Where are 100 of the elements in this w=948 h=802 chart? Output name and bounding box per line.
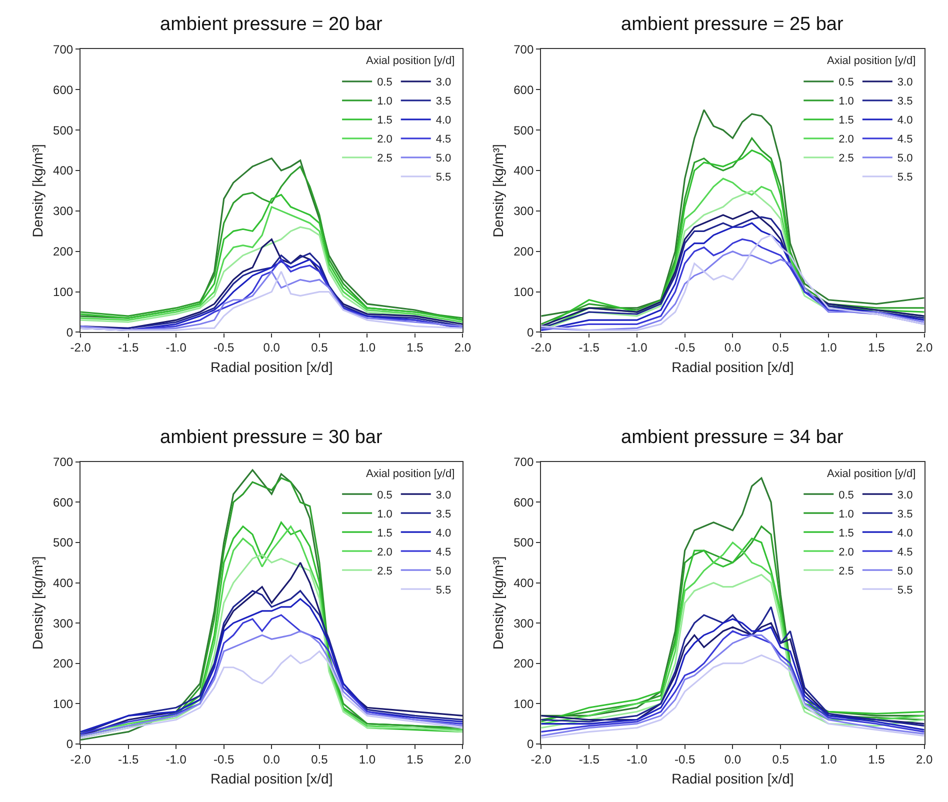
y-tick-label: 200 xyxy=(53,244,74,259)
y-tick-label: 100 xyxy=(53,285,74,299)
line-series xyxy=(80,650,463,739)
y-tick-label: 0 xyxy=(526,737,534,752)
legend-label: 0.5 xyxy=(377,76,392,89)
legend-label: 2.0 xyxy=(838,546,854,558)
x-tick-label: 1.5 xyxy=(868,340,886,355)
y-tick-label: 600 xyxy=(53,82,74,97)
x-tick-label: 0.0 xyxy=(724,340,742,355)
y-tick-label: 400 xyxy=(53,164,74,178)
legend-label: 3.5 xyxy=(436,508,452,520)
x-tick-label: -0.5 xyxy=(674,340,696,355)
x-tick-label: 1.0 xyxy=(358,340,376,355)
x-tick-label: -2.0 xyxy=(70,340,92,355)
x-tick-label: -2.0 xyxy=(530,340,552,355)
y-axis-title: Density [kg/m³] xyxy=(30,556,46,650)
legend-label: 3.5 xyxy=(436,96,452,108)
x-tick-label: -1.0 xyxy=(626,340,648,355)
legend-title: Axial position [y/d] xyxy=(827,55,916,67)
x-tick-label: 0.0 xyxy=(263,752,280,766)
x-tick-label: -1.5 xyxy=(578,752,600,766)
y-tick-label: 500 xyxy=(53,123,74,138)
x-tick-label: 1.5 xyxy=(406,340,424,355)
legend-label: 1.0 xyxy=(838,508,854,520)
legend-label: 0.5 xyxy=(838,489,854,502)
chart-title: ambient pressure = 30 bar xyxy=(160,427,383,448)
legend-label: 5.0 xyxy=(436,565,452,578)
x-tick-label: 2.0 xyxy=(916,340,933,355)
y-tick-label: 200 xyxy=(514,656,534,671)
legend-label: 2.0 xyxy=(838,134,854,146)
legend-label: 4.0 xyxy=(436,114,452,127)
legend-label: 2.5 xyxy=(377,152,392,165)
y-tick-label: 0 xyxy=(66,325,74,340)
legend-label: 4.5 xyxy=(897,134,913,146)
legend-title: Axial position [y/d] xyxy=(827,468,916,480)
x-tick-label: 0.5 xyxy=(311,752,328,766)
legend-label: 4.5 xyxy=(436,134,452,146)
x-axis-title: Radial position [x/d] xyxy=(210,359,333,376)
y-axis-title: Density [kg/m³] xyxy=(490,144,506,238)
y-tick-label: 300 xyxy=(53,204,74,218)
legend-label: 2.5 xyxy=(377,565,392,578)
x-tick-label: -0.5 xyxy=(674,752,696,766)
chart-title: ambient pressure = 25 bar xyxy=(621,14,844,35)
legend-label: 3.0 xyxy=(897,76,913,89)
y-tick-label: 600 xyxy=(514,495,534,510)
x-axis-title: Radial position [x/d] xyxy=(210,770,333,787)
legend-label: 1.5 xyxy=(838,527,854,540)
x-tick-label: -1.5 xyxy=(118,340,139,355)
legend-label: 5.0 xyxy=(897,565,913,578)
legend-label: 1.0 xyxy=(838,96,854,108)
x-tick-label: 0.5 xyxy=(772,752,790,766)
legend-label: 2.0 xyxy=(377,134,392,146)
legend-label: 5.0 xyxy=(436,152,452,165)
line-series xyxy=(541,654,924,739)
y-tick-label: 700 xyxy=(53,42,74,56)
legend-label: 1.5 xyxy=(377,527,392,540)
y-tick-label: 500 xyxy=(514,536,534,550)
legend-label: 4.5 xyxy=(897,546,913,558)
legend-label: 5.5 xyxy=(897,584,913,596)
x-tick-label: 2.0 xyxy=(454,340,472,355)
x-tick-label: 2.0 xyxy=(454,752,472,766)
y-tick-label: 400 xyxy=(53,576,74,590)
x-tick-label: 2.0 xyxy=(916,752,933,766)
y-tick-label: 300 xyxy=(514,204,534,218)
x-tick-label: -1.0 xyxy=(166,340,187,355)
legend-label: 3.0 xyxy=(436,489,452,502)
y-tick-label: 100 xyxy=(53,696,74,711)
y-tick-label: 500 xyxy=(53,536,74,550)
x-tick-label: 0.5 xyxy=(772,340,790,355)
x-tick-label: 1.5 xyxy=(406,752,424,766)
y-tick-label: 400 xyxy=(514,164,534,178)
legend-label: 0.5 xyxy=(838,76,854,89)
legend-label: 5.0 xyxy=(897,152,913,165)
x-tick-label: 1.0 xyxy=(358,752,376,766)
y-axis-title: Density [kg/m³] xyxy=(490,556,506,650)
legend-label: 2.5 xyxy=(838,152,854,165)
x-tick-label: 1.5 xyxy=(868,752,886,766)
x-tick-label: -1.5 xyxy=(118,752,139,766)
x-tick-label: 0.0 xyxy=(263,340,280,355)
x-tick-label: 0.0 xyxy=(724,752,742,766)
line-series xyxy=(80,270,463,331)
x-tick-label: -2.0 xyxy=(530,752,552,766)
legend-label: 2.5 xyxy=(838,565,854,578)
line-series xyxy=(541,109,924,317)
legend-title: Axial position [y/d] xyxy=(366,468,455,480)
y-tick-label: 700 xyxy=(514,455,534,470)
y-tick-label: 100 xyxy=(514,696,534,711)
y-tick-label: 500 xyxy=(514,123,534,138)
chart-title: ambient pressure = 34 bar xyxy=(621,427,844,448)
x-tick-label: -1.0 xyxy=(626,752,648,766)
y-tick-label: 100 xyxy=(514,285,534,299)
x-axis-title: Radial position [x/d] xyxy=(672,770,794,787)
x-tick-label: -1.0 xyxy=(166,752,187,766)
x-tick-label: -0.5 xyxy=(214,752,235,766)
legend-label: 0.5 xyxy=(377,489,392,502)
legend-label: 4.5 xyxy=(436,546,452,558)
y-tick-label: 600 xyxy=(53,495,74,510)
legend-label: 4.0 xyxy=(436,527,452,540)
chart-title: ambient pressure = 20 bar xyxy=(160,14,383,35)
legend-label: 2.0 xyxy=(377,546,392,558)
